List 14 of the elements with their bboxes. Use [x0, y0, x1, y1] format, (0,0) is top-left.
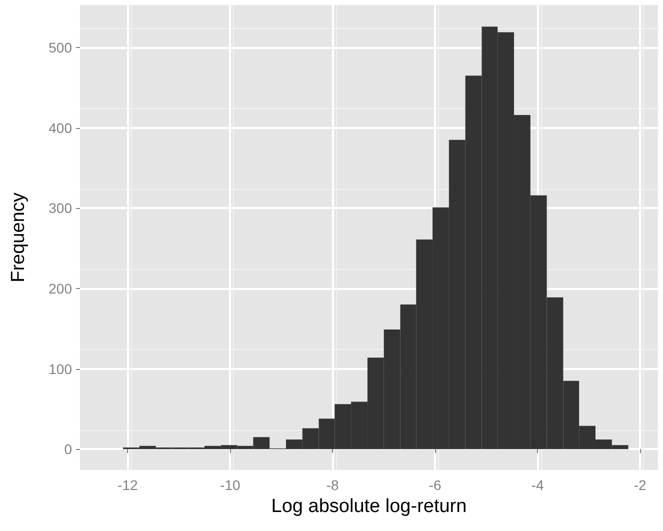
y-tick-label: 400: [48, 120, 72, 136]
y-tick-label: 0: [64, 441, 72, 458]
x-tick-label: -10: [220, 477, 240, 493]
x-tick-label: -12: [118, 477, 138, 493]
x-tick-label: -4: [531, 477, 544, 493]
x-tick-label: -6: [428, 477, 442, 493]
y-tick-label: 500: [48, 40, 72, 56]
y-tick-label: 200: [48, 280, 72, 296]
y-tick-label: 100: [48, 360, 72, 377]
y-axis-title: Frequency: [8, 192, 29, 282]
y-tick-label: 300: [48, 200, 72, 216]
x-tick-label: -8: [326, 477, 340, 493]
x-tick-label: -2: [634, 477, 646, 493]
x-axis-title: Log absolute log-return: [271, 496, 467, 517]
